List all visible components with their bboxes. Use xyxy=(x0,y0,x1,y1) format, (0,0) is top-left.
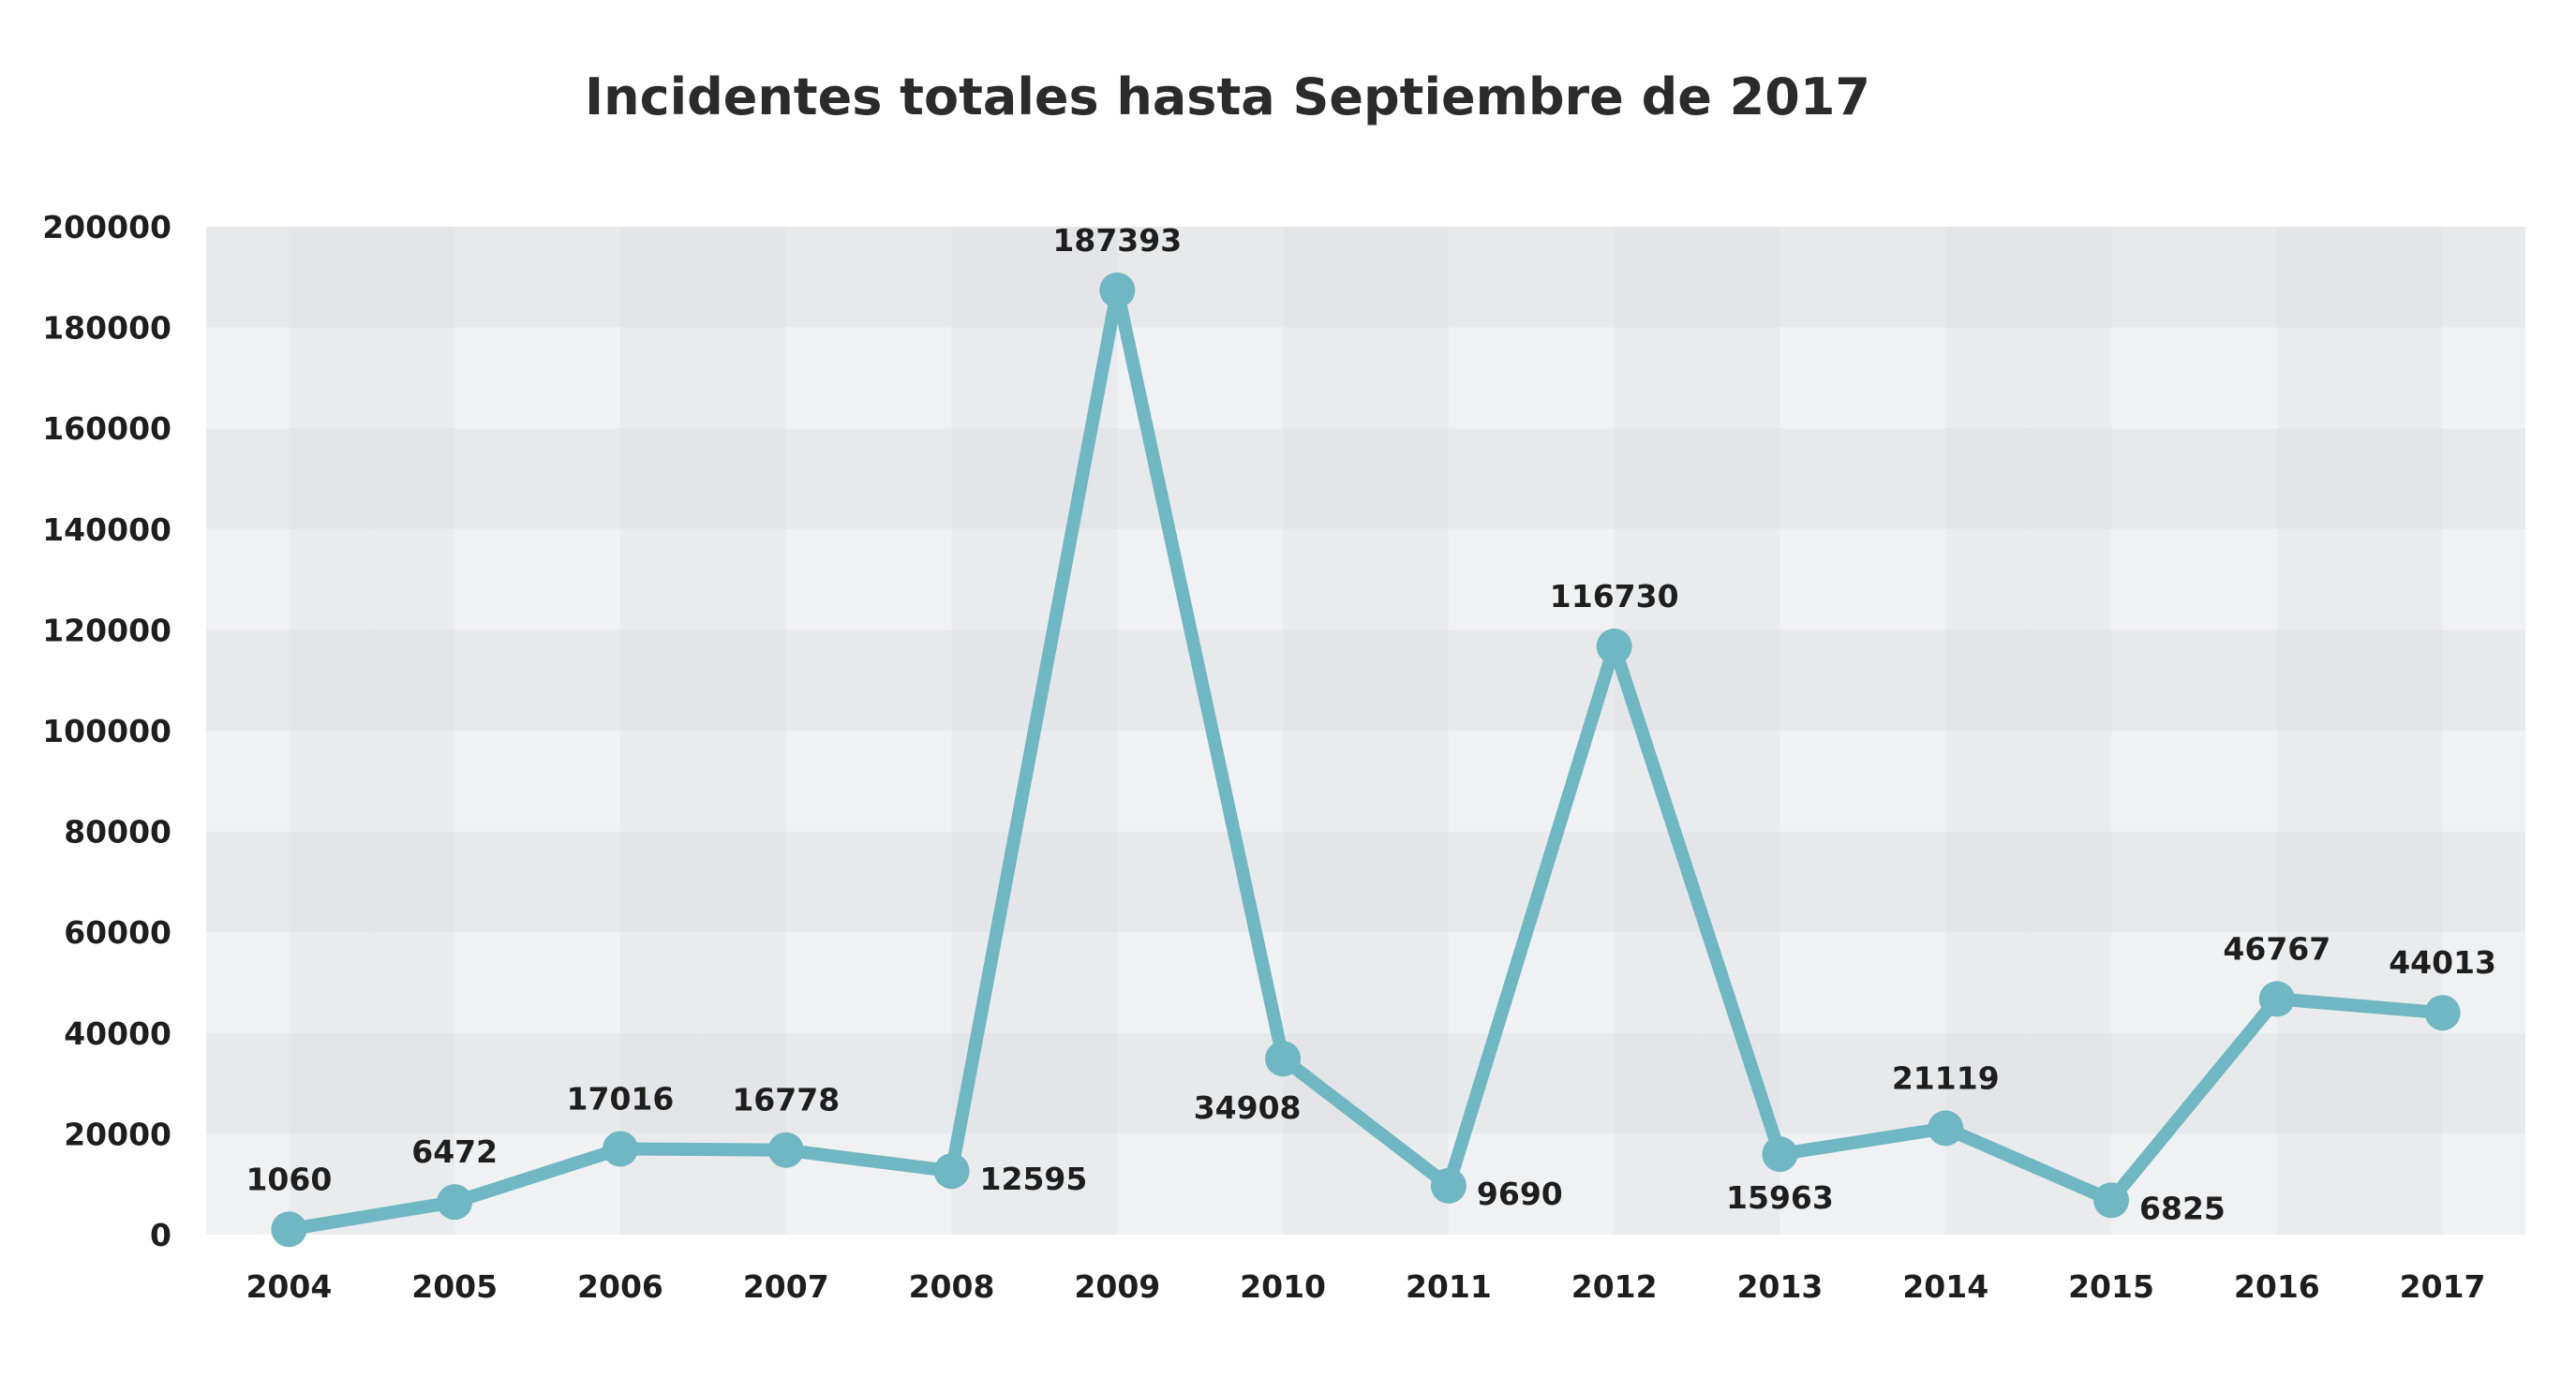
plot-column-shade xyxy=(1614,227,1698,1235)
x-tick-label: 2004 xyxy=(246,1268,332,1305)
data-point xyxy=(2093,1182,2130,1219)
data-label: 1060 xyxy=(246,1161,332,1197)
y-tick-label: 200000 xyxy=(42,209,171,245)
plot-column-shade xyxy=(1365,227,1449,1235)
y-tick-label: 160000 xyxy=(42,410,171,447)
data-label: 44013 xyxy=(2389,944,2496,981)
chart-title: Incidentes totales hasta Septiembre de 2… xyxy=(585,67,1870,126)
plot-band xyxy=(206,731,2525,832)
data-point xyxy=(1099,272,1136,308)
x-tick-label: 2007 xyxy=(743,1268,829,1305)
data-label: 15963 xyxy=(1726,1179,1834,1216)
y-tick-label: 40000 xyxy=(64,1015,171,1052)
y-tick-label: 140000 xyxy=(42,511,171,548)
series-points xyxy=(271,272,2461,1248)
y-tick-label: 0 xyxy=(150,1217,171,1253)
plot-band xyxy=(206,932,2525,1033)
x-tick-label: 2006 xyxy=(577,1268,663,1305)
x-tick-label: 2011 xyxy=(1406,1268,1492,1305)
plot-band xyxy=(206,528,2525,630)
y-axis-tick-labels: 0 20000 40000 60000 80000 100000 120000 140000 1… xyxy=(42,209,171,1253)
x-axis-tick-labels: 2004 2005 2006 2007 2008 2009 2010 2011 2012 2013… xyxy=(246,1268,2485,1305)
data-point xyxy=(2424,995,2461,1031)
data-point xyxy=(2258,981,2295,1017)
x-tick-label: 2017 xyxy=(2400,1268,2486,1305)
data-point xyxy=(1430,1167,1467,1204)
data-label: 116730 xyxy=(1550,578,1679,614)
y-tick-label: 180000 xyxy=(42,310,171,347)
x-tick-label: 2009 xyxy=(1074,1268,1160,1305)
data-label: 6825 xyxy=(2139,1190,2226,1226)
x-tick-label: 2013 xyxy=(1737,1268,1824,1305)
data-point xyxy=(437,1184,473,1221)
y-tick-label: 60000 xyxy=(64,914,171,951)
data-point xyxy=(271,1211,307,1248)
x-tick-label: 2012 xyxy=(1571,1268,1658,1305)
series-line xyxy=(282,283,2449,1236)
data-point xyxy=(1928,1110,1964,1147)
plot-band xyxy=(206,629,2525,731)
data-label: 16778 xyxy=(732,1082,840,1118)
x-tick-label: 2008 xyxy=(909,1268,995,1305)
data-point xyxy=(1596,628,1632,664)
y-tick-label: 20000 xyxy=(64,1116,171,1152)
plot-column-shade xyxy=(2360,227,2443,1235)
plot-band xyxy=(206,428,2525,529)
series-line-path xyxy=(282,283,2449,1236)
data-label: 9690 xyxy=(1477,1176,1563,1212)
plot-column-shade xyxy=(289,227,372,1235)
x-tick-label: 2010 xyxy=(1240,1268,1326,1305)
plot-column-shade xyxy=(371,227,455,1235)
y-tick-label: 100000 xyxy=(42,713,171,749)
data-label: 6472 xyxy=(411,1133,498,1170)
data-label: 46767 xyxy=(2223,930,2330,967)
plot-column-shade xyxy=(1945,227,2029,1235)
plot-column-shade xyxy=(1697,227,1780,1235)
plot-background xyxy=(206,227,2525,1235)
data-label: 17016 xyxy=(567,1080,675,1117)
data-point xyxy=(1265,1041,1302,1077)
plot-column-shade xyxy=(2028,227,2112,1235)
x-tick-label: 2016 xyxy=(2234,1268,2320,1305)
y-tick-label: 120000 xyxy=(42,612,171,648)
y-tick-label: 80000 xyxy=(64,814,171,851)
plot-band xyxy=(206,327,2525,429)
x-tick-label: 2015 xyxy=(2068,1268,2154,1305)
data-point xyxy=(933,1153,970,1190)
plot-column-shade xyxy=(2276,227,2360,1235)
data-label: 12595 xyxy=(980,1161,1088,1197)
data-labels: 1060 6472 17016 16778 12595 187393 34908 9690 11… xyxy=(246,222,2496,1226)
data-point xyxy=(602,1131,638,1167)
data-label: 187393 xyxy=(1052,222,1182,259)
data-point xyxy=(767,1132,804,1168)
data-label: 34908 xyxy=(1194,1089,1302,1126)
x-tick-label: 2014 xyxy=(1902,1268,1988,1305)
plot-column-shade xyxy=(703,227,786,1235)
data-label: 21119 xyxy=(1892,1059,2000,1096)
plot-band xyxy=(206,227,2525,328)
plot-band xyxy=(206,1133,2525,1235)
x-tick-label: 2005 xyxy=(411,1268,498,1305)
plot-band xyxy=(206,831,2525,933)
plot-column-shade xyxy=(619,227,704,1235)
data-point xyxy=(1762,1136,1798,1173)
